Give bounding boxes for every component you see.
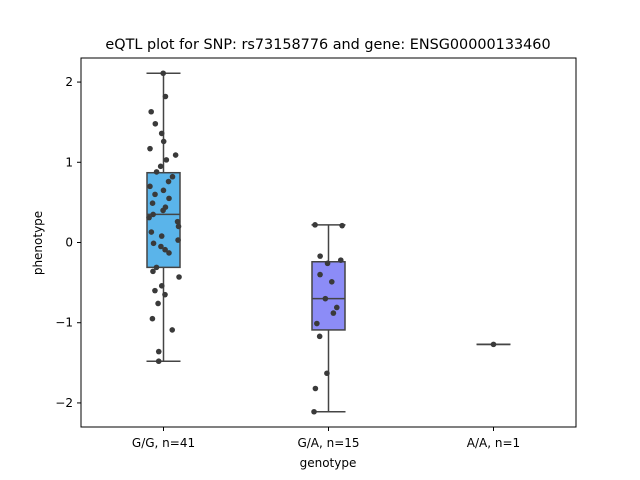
data-point <box>316 333 323 340</box>
data-point <box>147 145 153 152</box>
data-point <box>150 240 157 247</box>
data-point <box>148 108 154 115</box>
y-axis: −2 −1 0 1 2 <box>55 75 81 410</box>
data-point <box>174 218 181 225</box>
data-point <box>317 253 323 259</box>
data-point <box>176 274 182 280</box>
data-point <box>148 229 155 235</box>
x-tick-label: G/A, n=15 <box>297 436 359 450</box>
data-point <box>158 283 165 289</box>
data-point <box>163 157 170 163</box>
box <box>311 261 346 331</box>
data-point <box>337 257 344 263</box>
data-point <box>158 130 165 137</box>
data-point <box>150 268 156 275</box>
data-point <box>155 358 162 365</box>
data-point <box>312 222 318 228</box>
data-point <box>162 291 168 298</box>
data-point <box>175 223 182 230</box>
data-point <box>152 120 159 127</box>
data-point <box>314 320 320 327</box>
y-tick-label: 2 <box>65 75 73 89</box>
plot-area <box>146 70 511 415</box>
data-point <box>324 260 331 267</box>
data-point <box>149 200 156 206</box>
data-point <box>333 304 340 311</box>
data-point <box>166 250 172 256</box>
data-point <box>311 408 317 415</box>
data-point <box>490 341 497 348</box>
x-axis-label: genotype <box>300 456 357 470</box>
data-point <box>162 93 169 100</box>
data-point <box>324 370 330 377</box>
data-point <box>157 163 164 170</box>
data-point <box>312 385 319 392</box>
data-point <box>165 178 172 185</box>
y-tick-label: −1 <box>55 316 73 330</box>
data-point <box>172 152 179 158</box>
y-tick-label: −2 <box>55 396 73 410</box>
data-point <box>330 310 337 316</box>
data-point <box>152 191 158 198</box>
data-point <box>169 327 176 333</box>
data-point <box>149 315 156 322</box>
x-axis: G/G, n=41 G/A, n=15 A/A, n=1 <box>132 427 520 450</box>
data-point <box>155 300 161 307</box>
data-point <box>339 222 345 229</box>
data-point <box>175 237 181 243</box>
y-tick-label: 0 <box>65 236 73 250</box>
data-point <box>146 214 152 221</box>
y-tick-label: 1 <box>65 155 73 169</box>
data-point <box>162 246 168 253</box>
data-point <box>147 183 153 190</box>
data-point <box>169 173 176 180</box>
data-point <box>160 70 166 77</box>
data-point <box>317 271 323 278</box>
data-point <box>328 279 335 285</box>
data-point <box>150 211 156 218</box>
data-point <box>160 207 166 214</box>
data-point <box>166 195 172 202</box>
x-tick-label: A/A, n=1 <box>467 436 520 450</box>
data-point <box>153 264 160 271</box>
data-point <box>322 295 329 302</box>
x-tick-label: G/G, n=41 <box>132 436 195 450</box>
data-point <box>153 169 160 175</box>
data-point <box>160 138 167 145</box>
box-group <box>311 224 346 413</box>
data-point <box>158 233 165 239</box>
data-point <box>155 348 162 355</box>
data-point <box>152 287 158 294</box>
chart-title: eQTL plot for SNP: rs73158776 and gene: … <box>105 37 550 53</box>
data-point <box>158 243 164 250</box>
data-point <box>160 187 167 194</box>
y-axis-label: phenotype <box>31 211 45 275</box>
